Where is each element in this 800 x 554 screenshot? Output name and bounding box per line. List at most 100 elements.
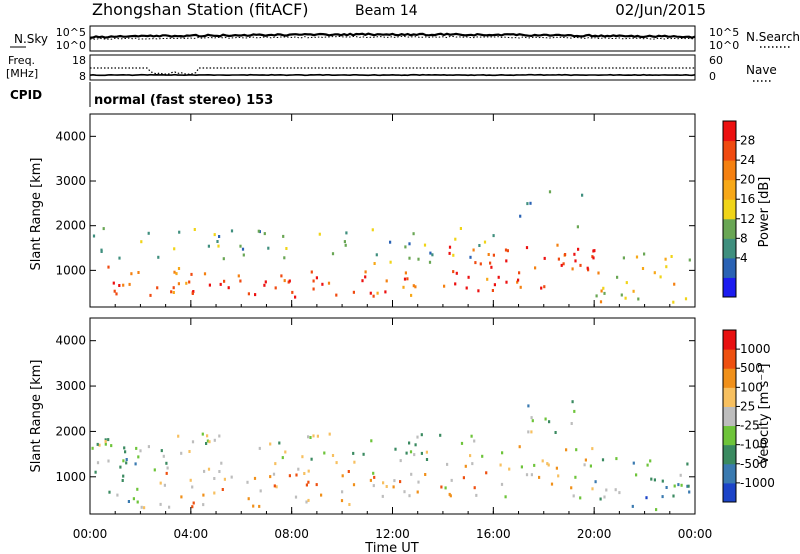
echo-cell [140,505,143,509]
echo-cell [393,479,396,483]
echo-cell [646,463,649,467]
echo-cell [677,483,680,487]
echo-cell [239,244,242,248]
echo-cell [661,479,664,483]
echo-cell [328,432,331,436]
colorbar-tick-label: -100 [740,438,767,452]
echo-cell [352,290,355,294]
echo-cell [94,470,97,474]
echo-cell [173,247,176,251]
velocity-y-ticks: 4000 3000 2000 1000 [55,334,695,484]
echo-cell [218,434,221,438]
colorbar-swatch [723,179,736,200]
echo-cell [497,275,500,279]
nsky-right-tick-bottom: 10^0 [709,39,739,52]
echo-cell [119,465,122,469]
echo-cell [601,458,605,462]
echo-cell [247,497,250,501]
echo-cell [122,474,125,478]
echo-cell [372,484,375,488]
echo-cell [335,293,338,297]
echo-cell [572,494,575,498]
echo-cell [410,472,413,476]
echo-cell [137,455,140,459]
echo-cell [632,461,635,465]
nsky-left-tick-bottom: 10^0 [56,39,86,52]
echo-cell [347,470,350,473]
colorbar-swatch [723,199,736,220]
echo-cell [310,457,313,461]
echo-cell [136,487,139,491]
echo-cell [140,240,143,244]
echo-cell [263,283,266,287]
echo-cell [381,494,384,498]
freq-unit-label: [MHz] [6,67,38,80]
echo-cell [597,271,600,275]
echo-cell [405,451,408,455]
echo-cell [239,279,242,283]
echo-cell [483,240,487,244]
echo-cell [491,289,494,292]
echo-cell [149,293,152,297]
echo-cell [104,440,107,443]
echo-cell [165,461,168,465]
echo-cell [653,478,656,482]
echo-cell [564,253,567,256]
echo-cell [687,484,690,488]
echo-cell [307,469,310,473]
echo-cell [376,291,379,295]
echo-cell [343,240,346,244]
echo-cell [369,478,372,482]
echo-cell [492,234,495,238]
echo-cell [96,461,100,465]
echo-cell [267,246,270,250]
echo-cell [525,473,529,477]
echo-cell [417,257,420,261]
echo-cell [124,450,127,454]
echo-cell [530,416,533,420]
echo-cell [454,237,457,241]
echo-cell [283,279,286,283]
echo-cell [586,266,589,270]
echo-cell [125,458,128,461]
echo-cell [274,286,277,290]
echo-cell [439,433,442,437]
echo-cell [162,454,165,458]
echo-cell [392,485,395,489]
echo-cell [603,291,606,295]
echo-cell [274,462,277,466]
echo-cell [420,451,423,455]
echo-cell [452,270,455,274]
echo-cell [178,230,181,234]
echo-cell [557,474,560,478]
echo-cell [492,253,495,257]
freq-panel: Freq. [MHz] 18 8 60 0 Nave [6,54,777,83]
echo-cell [581,193,584,197]
echo-cell [616,275,619,279]
echo-cell [91,446,94,450]
echo-cell [177,267,181,270]
echo-cell [331,252,335,256]
echo-cell [423,243,427,247]
colorbar-swatch [723,277,736,298]
echo-cell [505,259,508,263]
echo-cell [402,285,405,289]
echo-cell [420,433,423,437]
echo-cell [203,469,206,473]
echo-cell [147,445,150,449]
power-frame [89,113,696,308]
echo-cell [673,484,676,488]
echo-cell [134,462,137,466]
echo-cell [622,256,625,260]
echo-cell [285,247,288,250]
echo-cell [672,300,675,304]
echo-cell [425,450,428,454]
freq-tick-top: 18 [72,54,86,67]
echo-cell [599,300,603,304]
echo-cell [375,253,378,257]
echo-cell [213,233,216,237]
echo-cell [382,481,385,485]
nave-label: Nave [746,63,777,77]
freq-tick-bottom: 8 [79,70,86,83]
echo-cell [408,242,411,246]
